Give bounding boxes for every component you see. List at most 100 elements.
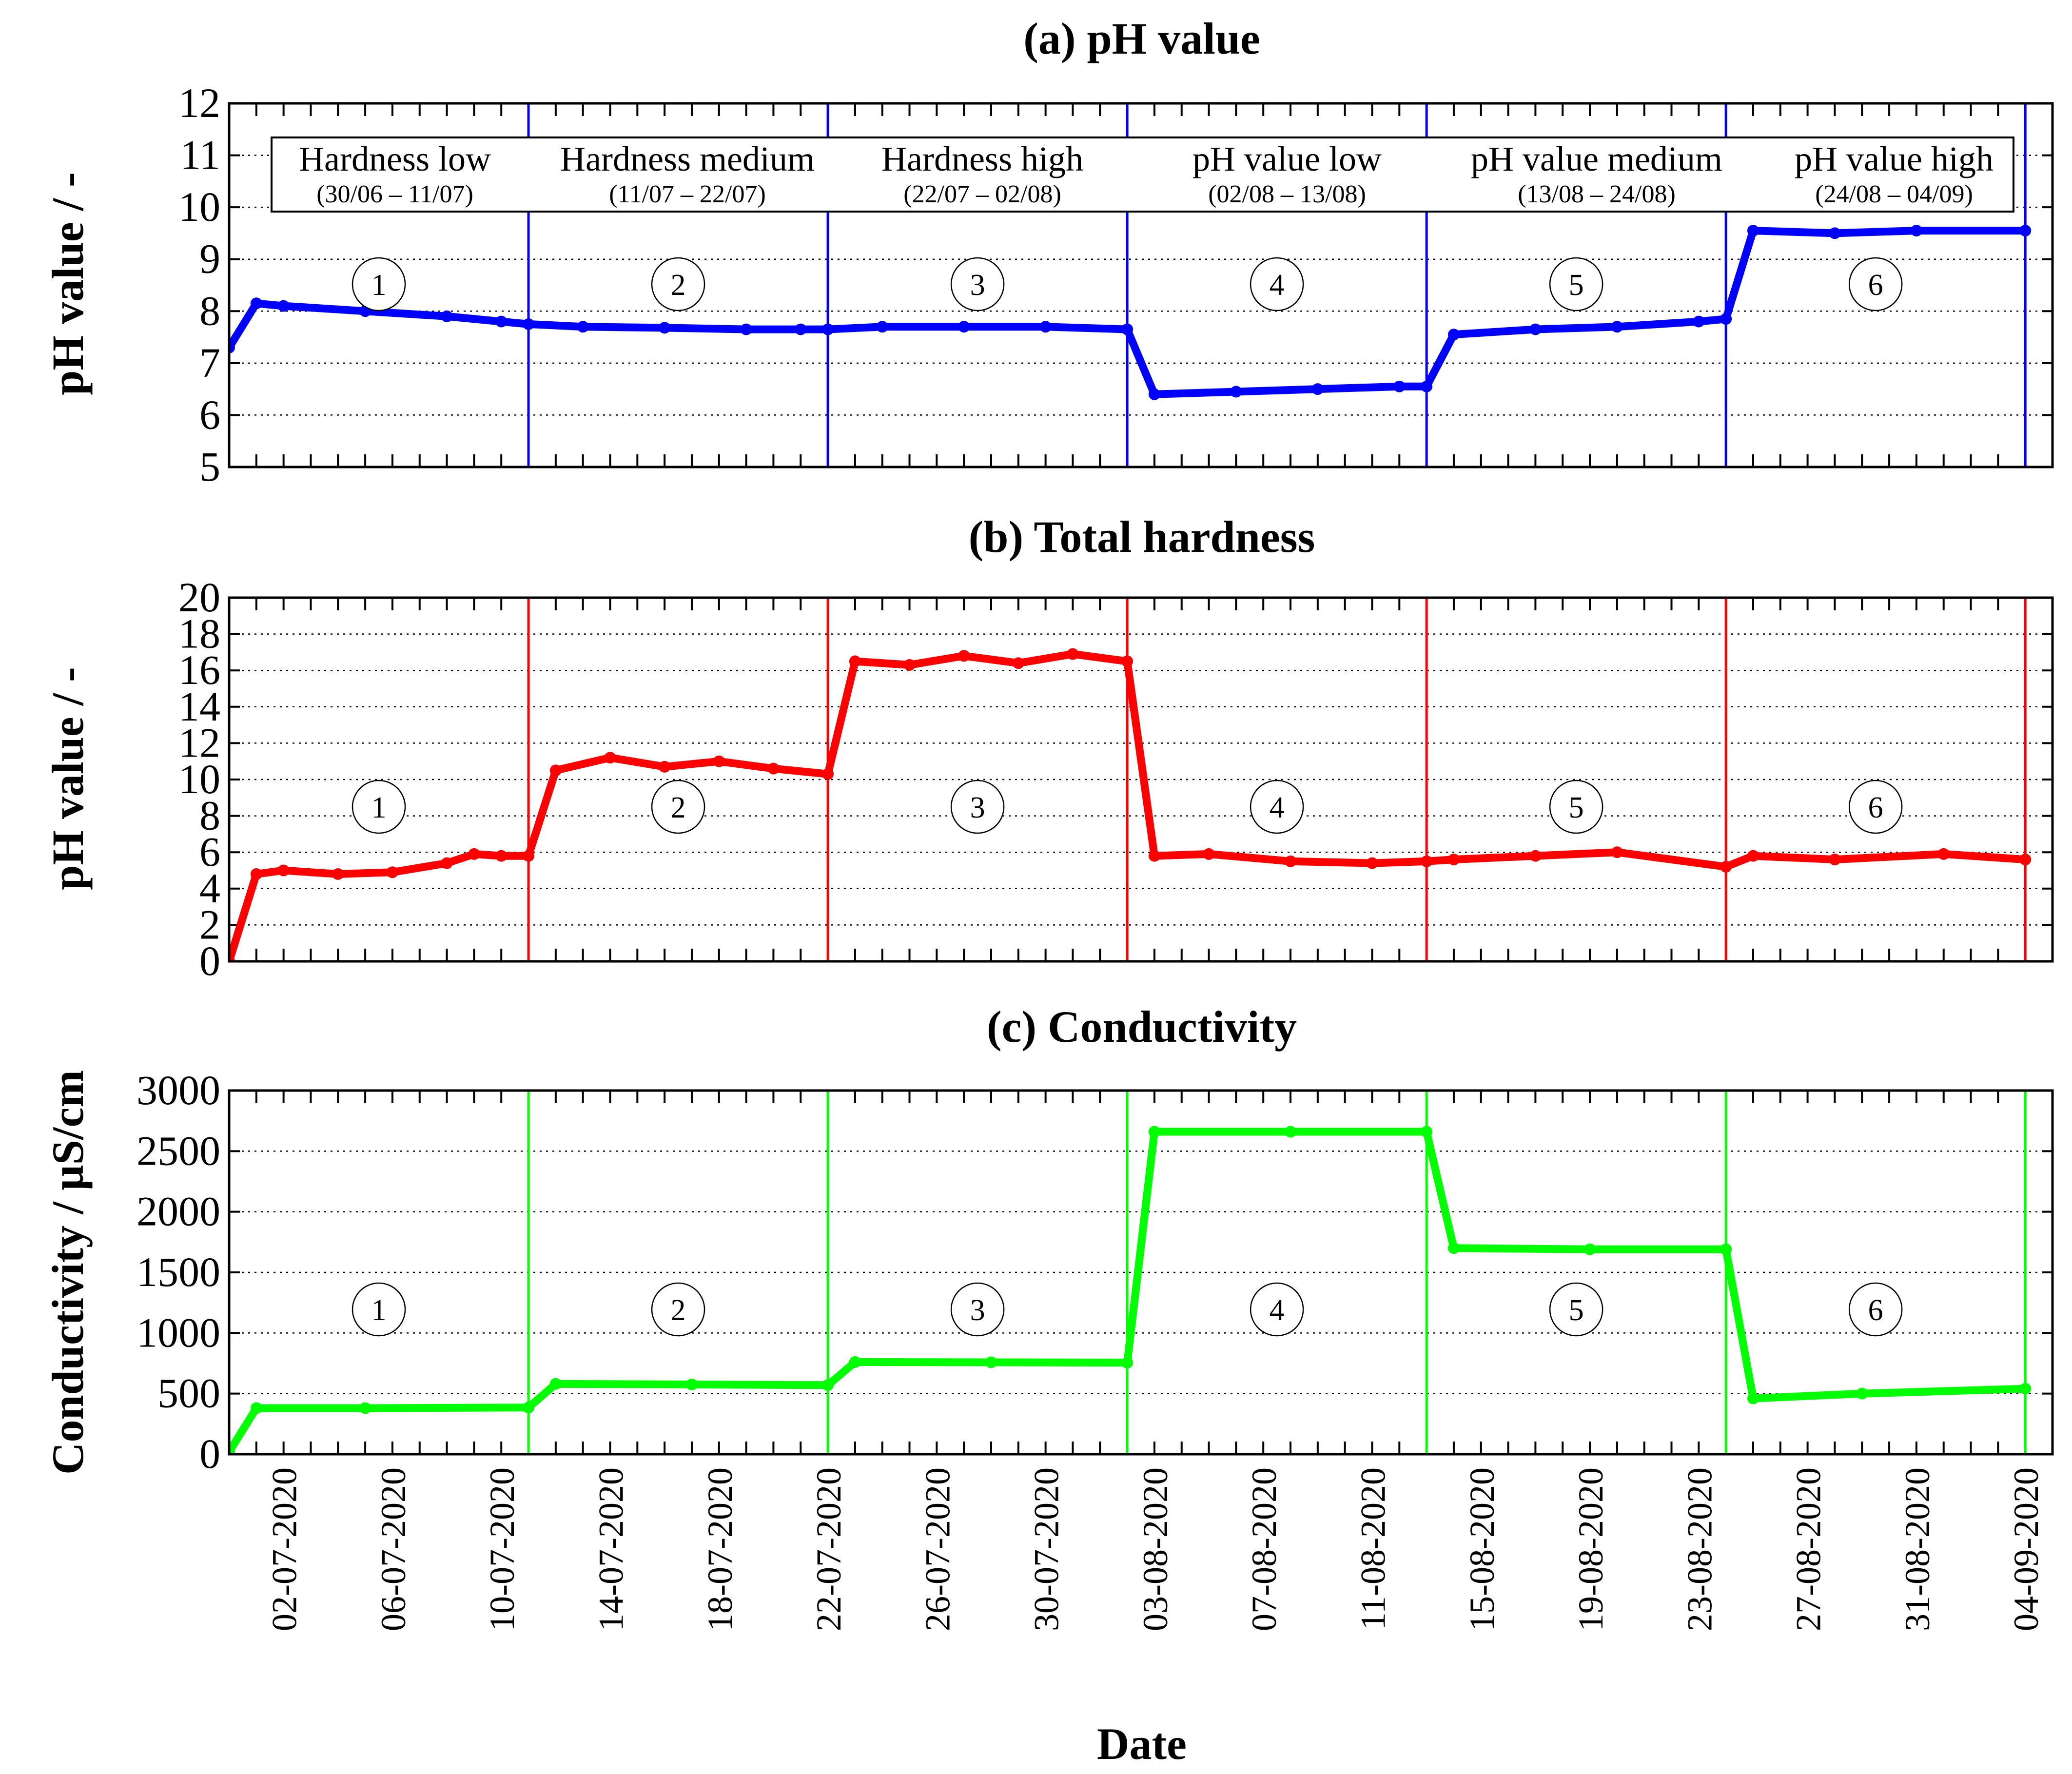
data-point <box>1148 850 1160 862</box>
data-point <box>1584 1243 1596 1255</box>
data-point <box>740 323 752 335</box>
data-point <box>1230 386 1242 398</box>
data-point <box>958 650 970 662</box>
phase-number-circle <box>1549 1282 1603 1337</box>
phase-number-circle <box>1848 257 1903 312</box>
y-tick-label: 12 <box>178 719 220 766</box>
data-point <box>577 321 589 333</box>
x-tick-label: 31-08-2020 <box>1898 1467 1937 1631</box>
data-point <box>277 864 290 877</box>
y-tick-label: 11 <box>180 132 220 178</box>
phase-number: 4 <box>1270 791 1285 824</box>
data-point <box>277 300 290 312</box>
data-point <box>795 323 807 335</box>
phase-dates: (24/08 – 04/09) <box>1815 180 1973 208</box>
data-point <box>659 322 671 334</box>
data-point <box>250 868 262 880</box>
phase-number: 5 <box>1569 269 1584 302</box>
y-tick-label: 2000 <box>137 1188 220 1235</box>
data-point <box>1747 225 1759 237</box>
plot-frame <box>228 102 2054 468</box>
data-point <box>1366 857 1378 869</box>
data-point <box>549 1378 562 1390</box>
data-point <box>903 659 916 671</box>
y-tick-label: 3000 <box>137 1067 220 1113</box>
data-point <box>359 1402 371 1414</box>
phase-number: 2 <box>671 269 686 302</box>
data-point <box>1747 850 1759 862</box>
data-point <box>1311 383 1324 395</box>
x-tick-label: 19-08-2020 <box>1571 1467 1610 1631</box>
data-point <box>1693 315 1705 328</box>
phase-number: 3 <box>970 791 985 824</box>
phase-number-circle <box>950 780 1005 834</box>
x-tick-label: 03-08-2020 <box>1136 1467 1175 1631</box>
x-tick-label: 22-07-2020 <box>809 1467 848 1631</box>
data-point <box>1148 388 1160 400</box>
y-tick-label: 10 <box>178 756 220 802</box>
y-tick-label: 4 <box>199 865 220 912</box>
phase-number: 2 <box>671 1294 686 1327</box>
panel-a-title: (a) pH value <box>1023 14 1260 63</box>
data-point <box>1039 321 1052 333</box>
phase-dates: (22/07 – 02/08) <box>903 180 1061 208</box>
phase-number-circle <box>352 257 406 312</box>
phase-number: 3 <box>970 1294 985 1327</box>
data-point <box>685 1379 698 1391</box>
phase-name: pH value low <box>1192 139 1382 178</box>
y-tick-label: 0 <box>199 1430 220 1477</box>
data-point <box>767 762 780 775</box>
phase-number: 3 <box>970 269 985 302</box>
phase-number-circle <box>1250 1282 1304 1337</box>
data-point <box>1447 1242 1460 1254</box>
x-axis-label: Date <box>1097 1719 1187 1769</box>
phase-number-circle <box>1549 257 1603 312</box>
y-tick-label: 8 <box>199 792 220 839</box>
phase-dates: (11/07 – 22/07) <box>609 180 766 208</box>
data-point <box>1856 1387 1868 1400</box>
phase-dates: (30/06 – 11/07) <box>316 180 473 208</box>
data-point <box>495 315 508 328</box>
phase-number: 5 <box>1569 791 1584 824</box>
data-point <box>1447 854 1460 866</box>
series-line <box>229 650 2026 961</box>
data-point <box>1393 380 1406 392</box>
series-group <box>229 598 2032 961</box>
y-tick-label: 9 <box>199 235 220 282</box>
data-point <box>1067 648 1079 660</box>
phase-number-circle <box>651 780 705 834</box>
data-point <box>441 310 453 322</box>
data-point <box>229 341 235 353</box>
data-point <box>713 755 725 767</box>
x-tick-label: 14-07-2020 <box>592 1467 631 1631</box>
phase-dates: (02/08 – 13/08) <box>1208 180 1366 208</box>
phase-number-circle <box>950 257 1005 312</box>
y-tick-label: 1000 <box>137 1309 220 1356</box>
y-tick-label: 0 <box>199 937 220 984</box>
y-tick-label: 16 <box>178 646 220 693</box>
phase-number-circle <box>1250 780 1304 834</box>
y-tick-label: 6 <box>199 828 220 875</box>
data-point <box>549 764 562 777</box>
phase-number: 6 <box>1868 269 1883 302</box>
data-point <box>468 848 480 860</box>
panel-c-plot: 0 500 1000 1500 2000 2500 3000 1 2 3 4 5 6 <box>137 1067 2054 1477</box>
data-point <box>849 655 861 667</box>
panel-c-y-axis-label: Conductivity / µS/cm <box>43 1070 93 1475</box>
panel-a-y-axis-label: pH value / - <box>43 172 93 395</box>
data-point <box>250 1402 262 1414</box>
data-point <box>1529 850 1542 862</box>
data-point <box>1285 1126 1297 1138</box>
data-point <box>659 760 671 773</box>
x-tick-label: 11-08-2020 <box>1354 1467 1393 1630</box>
data-point <box>849 1356 861 1368</box>
data-point <box>1611 321 1623 333</box>
phase-number-circle <box>352 1282 406 1337</box>
x-tick-labels: 02-07-2020 06-07-2020 10-07-2020 14-07-2020… <box>265 1467 2046 1631</box>
phase-number: 4 <box>1270 269 1285 302</box>
phase-name: pH value high <box>1795 139 1994 178</box>
phase-number: 4 <box>1270 1294 1285 1327</box>
